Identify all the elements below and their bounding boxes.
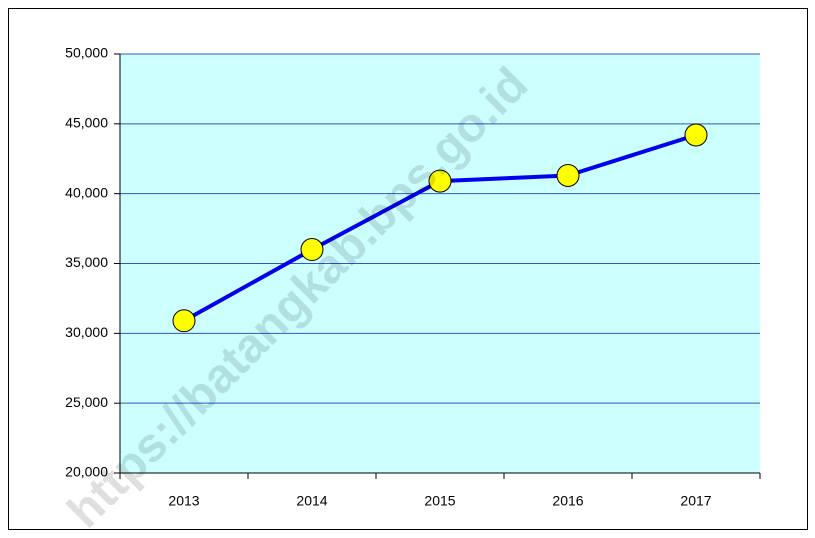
y-tick-label: 25,000 [65,394,108,410]
y-tick-label: 40,000 [65,184,108,200]
y-tick-label: 30,000 [65,324,108,340]
marker [556,164,580,188]
y-tick-label: 50,000 [65,45,108,61]
marker [684,123,708,147]
y-tick-label: 45,000 [65,115,108,131]
x-tick-label: 2014 [296,493,327,509]
y-tick-label: 35,000 [65,254,108,270]
marker [172,309,196,333]
marker [300,238,324,262]
x-tick-label: 2016 [552,493,583,509]
x-tick-label: 2013 [168,493,199,509]
x-tick-label: 2015 [424,493,455,509]
marker [428,169,452,193]
x-tick-label: 2017 [680,493,711,509]
y-tick-label: 20,000 [65,464,108,480]
